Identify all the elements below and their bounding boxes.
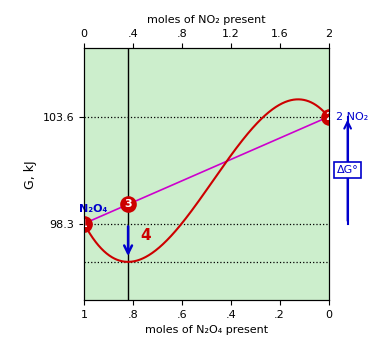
Text: 1: 1 [80,219,88,229]
X-axis label: moles of N₂O₄ present: moles of N₂O₄ present [145,325,268,335]
Text: 2 NO₂: 2 NO₂ [336,112,368,122]
Text: 4: 4 [140,228,151,243]
Y-axis label: G, kJ: G, kJ [24,160,37,188]
Text: ΔG°: ΔG° [337,165,358,175]
Text: 2: 2 [325,112,332,122]
Text: 3: 3 [124,199,132,209]
X-axis label: moles of NO₂ present: moles of NO₂ present [147,15,265,25]
Text: N₂O₄: N₂O₄ [79,205,107,215]
